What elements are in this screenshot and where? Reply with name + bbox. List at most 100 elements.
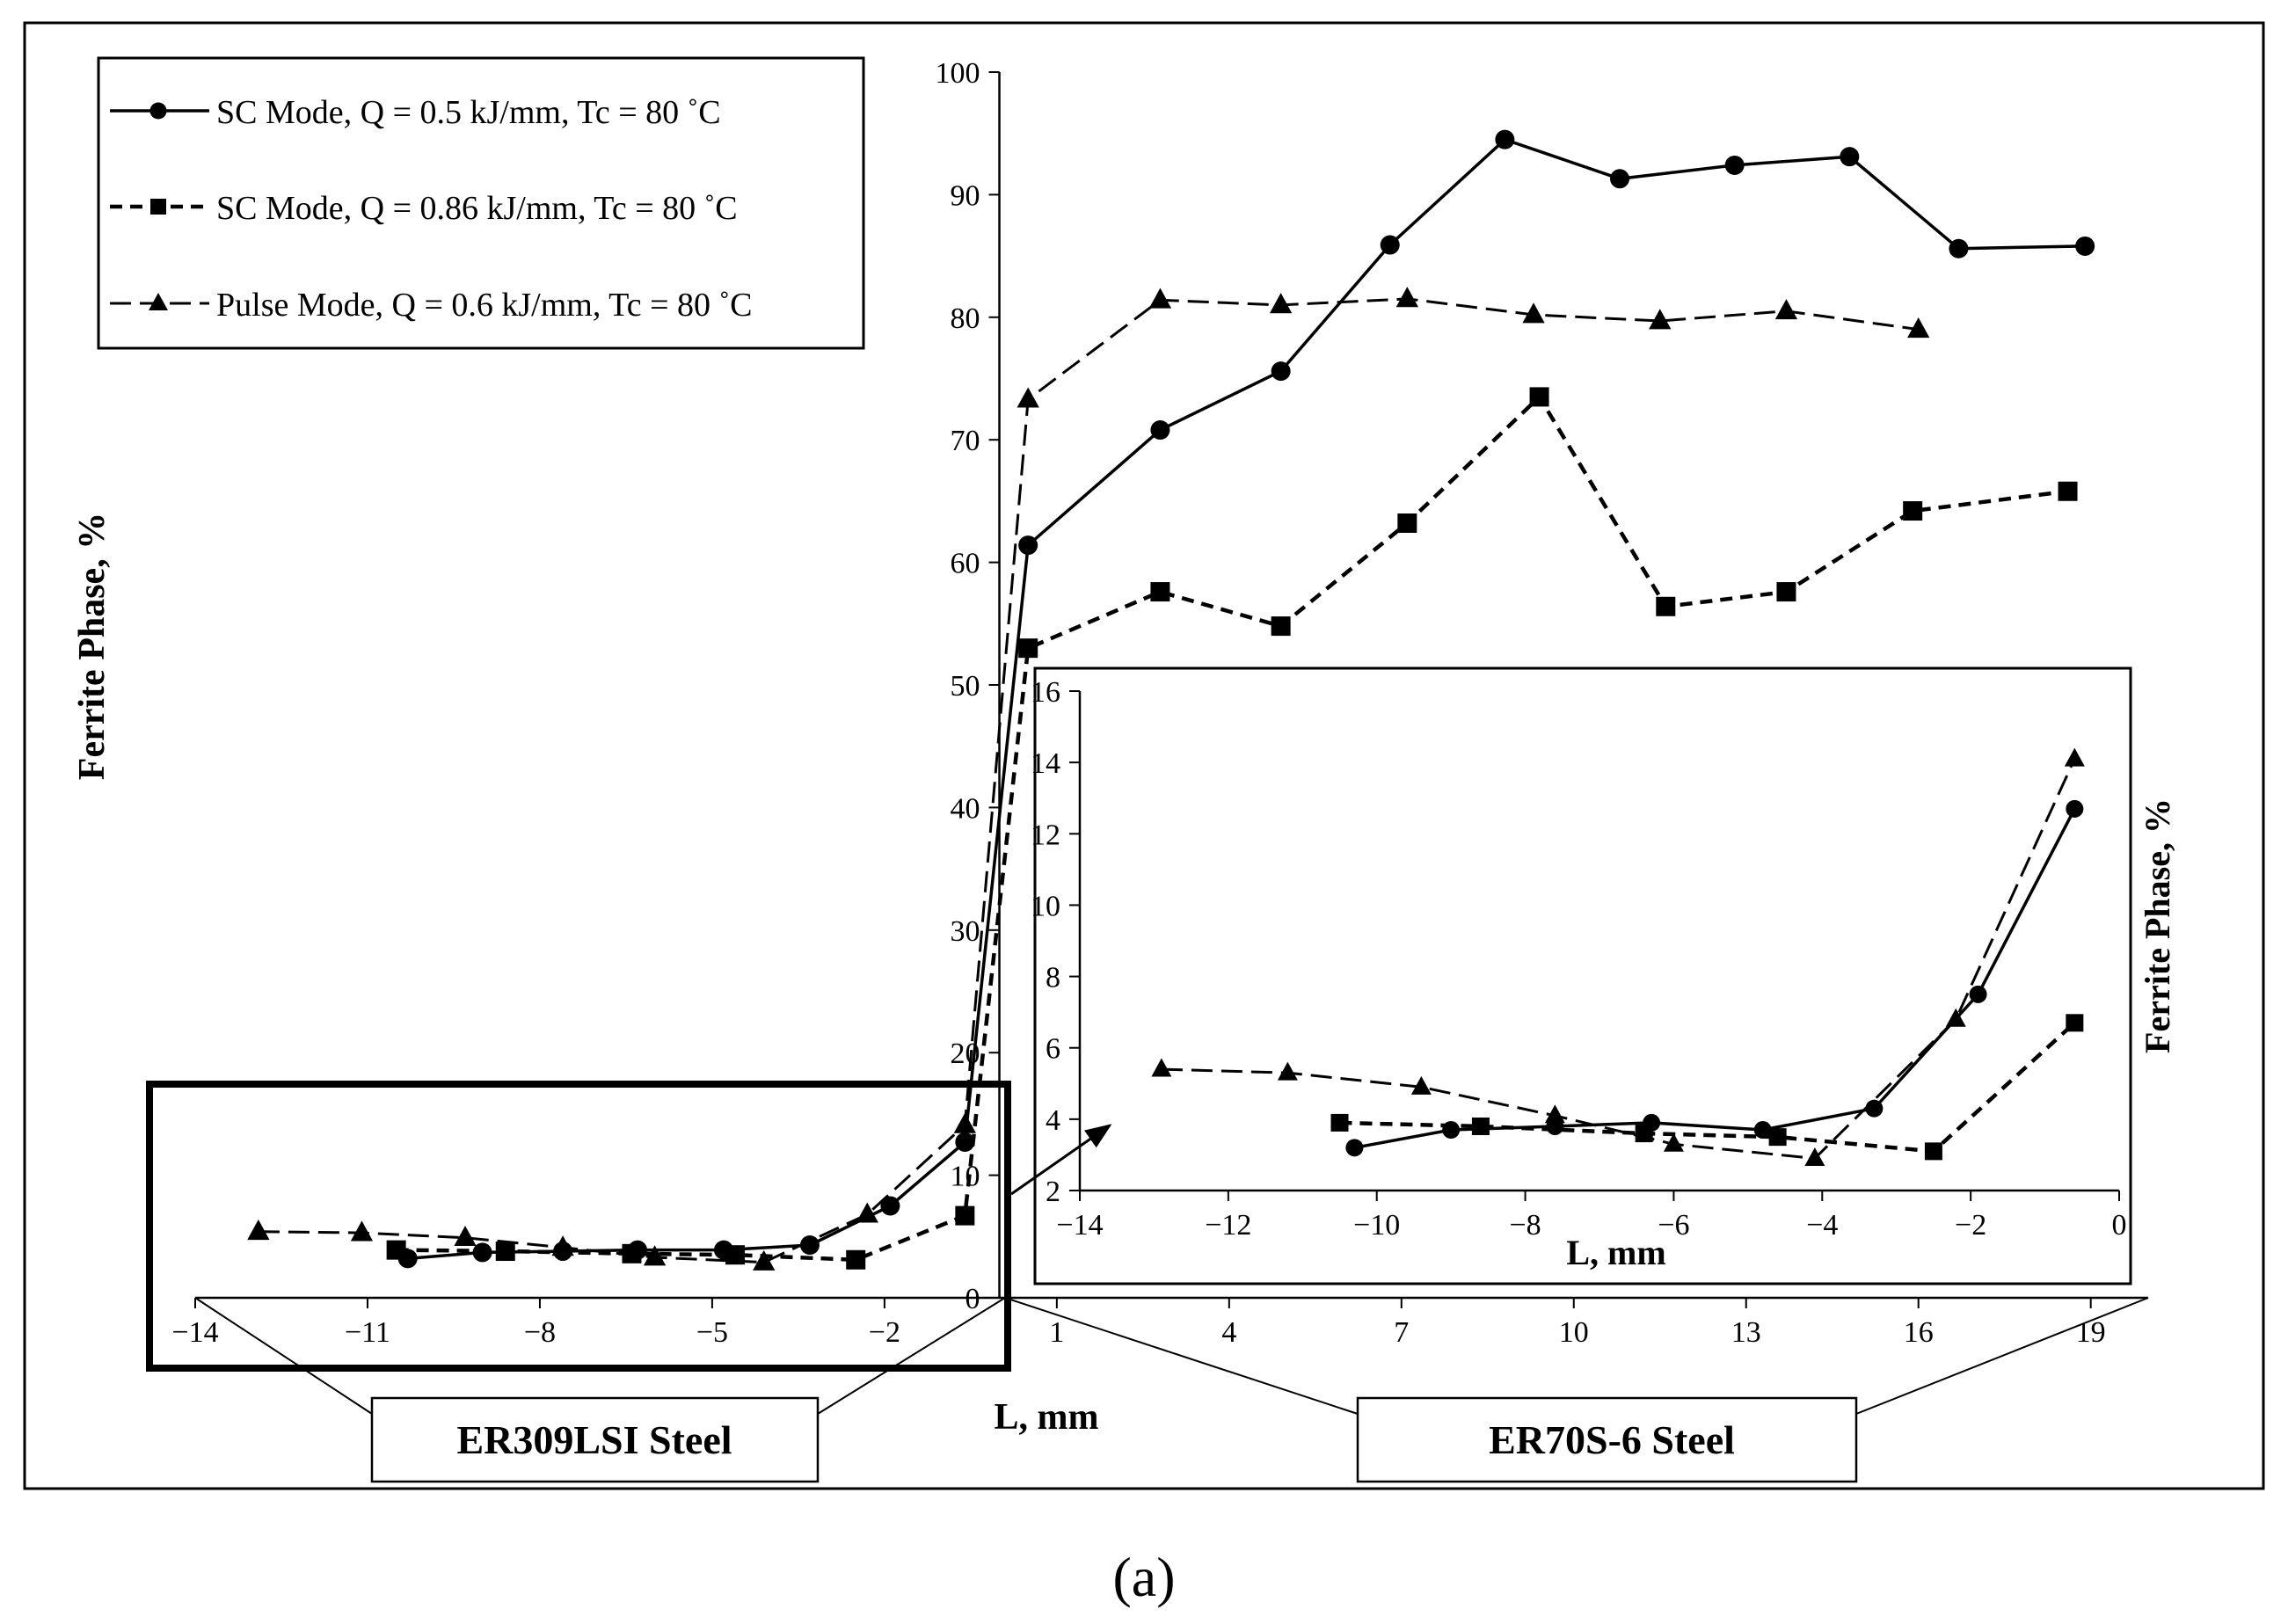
main-series-3-point — [1649, 309, 1672, 330]
inset-y-tick-label: 8 — [1046, 962, 1060, 994]
main-series-3-point — [753, 1249, 776, 1271]
main-x-tick-label: −8 — [524, 1316, 556, 1349]
main-series-1-point — [1271, 361, 1291, 382]
legend-marker-circle — [149, 102, 167, 120]
main-series-1-point — [1495, 129, 1515, 149]
inset-y-tick-label: 16 — [1031, 676, 1060, 709]
main-series-1-point — [799, 1235, 820, 1256]
inset-x-tick-label: −4 — [1806, 1209, 1838, 1242]
inset-x-axis-title: L, mm — [1566, 1233, 1665, 1272]
main-series-3-point — [1774, 299, 1798, 320]
main-series-2-point — [1271, 616, 1291, 637]
inset-series-1-point — [2066, 799, 2084, 818]
main-x-tick-label: 10 — [1559, 1316, 1589, 1349]
main-y-tick-label: 50 — [951, 670, 980, 703]
region-label-er70s6: ER70S-6 Steel — [1489, 1417, 1735, 1462]
main-y-tick-label: 100 — [936, 57, 980, 90]
inset-x-tick-label: 0 — [2112, 1209, 2127, 1242]
inset-series-2-point — [1924, 1142, 1942, 1161]
inset-y-tick-label: 4 — [1046, 1104, 1060, 1137]
main-series-2-point — [2058, 481, 2078, 501]
legend-box — [97, 56, 865, 350]
inset-y-tick-label: 2 — [1046, 1176, 1060, 1208]
figure-caption: (a) — [1112, 1546, 1175, 1608]
inset-series-2-point — [1768, 1128, 1787, 1147]
main-series-3-point — [643, 1245, 667, 1266]
main-y-tick-label: 10 — [951, 1161, 980, 1193]
inset-x-tick-label: −6 — [1658, 1209, 1689, 1242]
inset-series-1-point — [1865, 1099, 1884, 1118]
inset-x-tick-label: −2 — [1955, 1209, 1986, 1242]
main-plot: −14 −11 −8 −5 −2 1 4 7 10 13 16 1901020304050607080… — [171, 57, 2148, 1349]
inset-series-3-point — [1663, 1132, 1684, 1152]
inset-series-line-2 — [1339, 1021, 2076, 1154]
main-x-tick-label: 7 — [1394, 1316, 1409, 1349]
main-x-tick-label: 19 — [2076, 1316, 2106, 1349]
main-series-3-point — [1269, 293, 1293, 314]
inset-x-tick-label: −10 — [1353, 1209, 1400, 1242]
main-y-tick-label: 40 — [951, 792, 980, 825]
main-series-2-point — [1397, 513, 1417, 533]
main-series-2-point — [1656, 596, 1676, 616]
main-y-tick-label: 70 — [951, 425, 980, 457]
main-series-line-3 — [258, 297, 1919, 1264]
main-series-2-point — [386, 1240, 406, 1260]
inset-series-3-point — [1804, 1147, 1825, 1166]
main-series-3-point — [1148, 288, 1172, 309]
main-series-1-point — [955, 1132, 975, 1152]
figure-frame — [23, 21, 2265, 1490]
inset-series-3-point — [1277, 1061, 1298, 1081]
inset-series-3-point — [1410, 1075, 1432, 1095]
zoom-region-box — [146, 1081, 1011, 1372]
main-x-axis-title: L, mm — [995, 1397, 1099, 1438]
main-y-axis-title: Ferrite Phase, % — [72, 513, 113, 780]
main-series-1-point — [1949, 238, 1969, 259]
main-series-3-point — [953, 1112, 976, 1133]
inset-y-axis-title: Ferrite Phase, % — [2138, 798, 2177, 1053]
main-series-3-point — [1907, 317, 1930, 339]
legend-marker-triangle — [149, 293, 168, 310]
zoom-arrow — [1010, 1124, 1112, 1196]
main-x-tick-label: −11 — [345, 1316, 390, 1349]
main-y-tick-label: 60 — [951, 548, 980, 580]
main-series-2-point — [955, 1205, 975, 1226]
inset-series-2-point — [1330, 1113, 1349, 1132]
main-series-1-point — [1724, 155, 1745, 175]
main-series-2-point — [1529, 387, 1549, 407]
inset-series-1-point — [1345, 1139, 1364, 1157]
inset-y-tick-label: 12 — [1031, 819, 1060, 851]
main-x-tick-label: 16 — [1904, 1316, 1934, 1349]
main-y-tick-label: 0 — [965, 1283, 980, 1315]
legend-marker-square — [150, 199, 166, 215]
legend: SC Mode, Q = 0.5 kJ/mm, Tc = 80 ˚C SC Mo… — [97, 56, 865, 350]
region-box-er70s6 — [1356, 1396, 1858, 1483]
main-series-2-point — [1018, 638, 1038, 659]
main-series-1-point — [1840, 147, 1860, 167]
legend-label-sc-086: SC Mode, Q = 0.86 kJ/mm, Tc = 80 ˚C — [216, 190, 738, 227]
inset-y-tick-label: 6 — [1046, 1033, 1060, 1066]
inset-series-line-3 — [1161, 758, 2076, 1161]
main-series-2-point — [1150, 582, 1170, 602]
main-x-tick-label: 4 — [1221, 1316, 1236, 1349]
main-series-3-point — [551, 1235, 574, 1256]
inset-plot: −14 −12 −10 −8 −6 −4 −2 0 2 4 6 8 10 12 14 16 — [1031, 676, 2127, 1242]
main-series-1-point — [1610, 169, 1630, 189]
main-series-line-2 — [396, 393, 2068, 1263]
inset-series-3-point — [2064, 747, 2085, 767]
inset-series-line-1 — [1354, 808, 2076, 1150]
main-series-1-point — [2075, 236, 2095, 256]
main-x-tick-label: 13 — [1731, 1316, 1761, 1349]
main-y-tick-label: 30 — [951, 915, 980, 948]
inset-series-2-point — [1471, 1117, 1490, 1135]
inset-x-tick-label: −8 — [1509, 1209, 1541, 1242]
inset-series-2-point — [2066, 1014, 2084, 1032]
main-series-2-point — [1776, 582, 1796, 602]
inset-series-3-point — [1151, 1058, 1172, 1077]
main-y-tick-label: 80 — [951, 302, 980, 335]
region-box-er309lsi — [370, 1396, 820, 1483]
legend-label-sc-05: SC Mode, Q = 0.5 kJ/mm, Tc = 80 ˚C — [216, 94, 721, 131]
inset-y-tick-label: 14 — [1031, 747, 1060, 780]
inset-y-tick-label: 10 — [1031, 890, 1060, 922]
main-series-2-point — [1903, 501, 1923, 521]
main-x-tick-label: −5 — [696, 1316, 728, 1349]
